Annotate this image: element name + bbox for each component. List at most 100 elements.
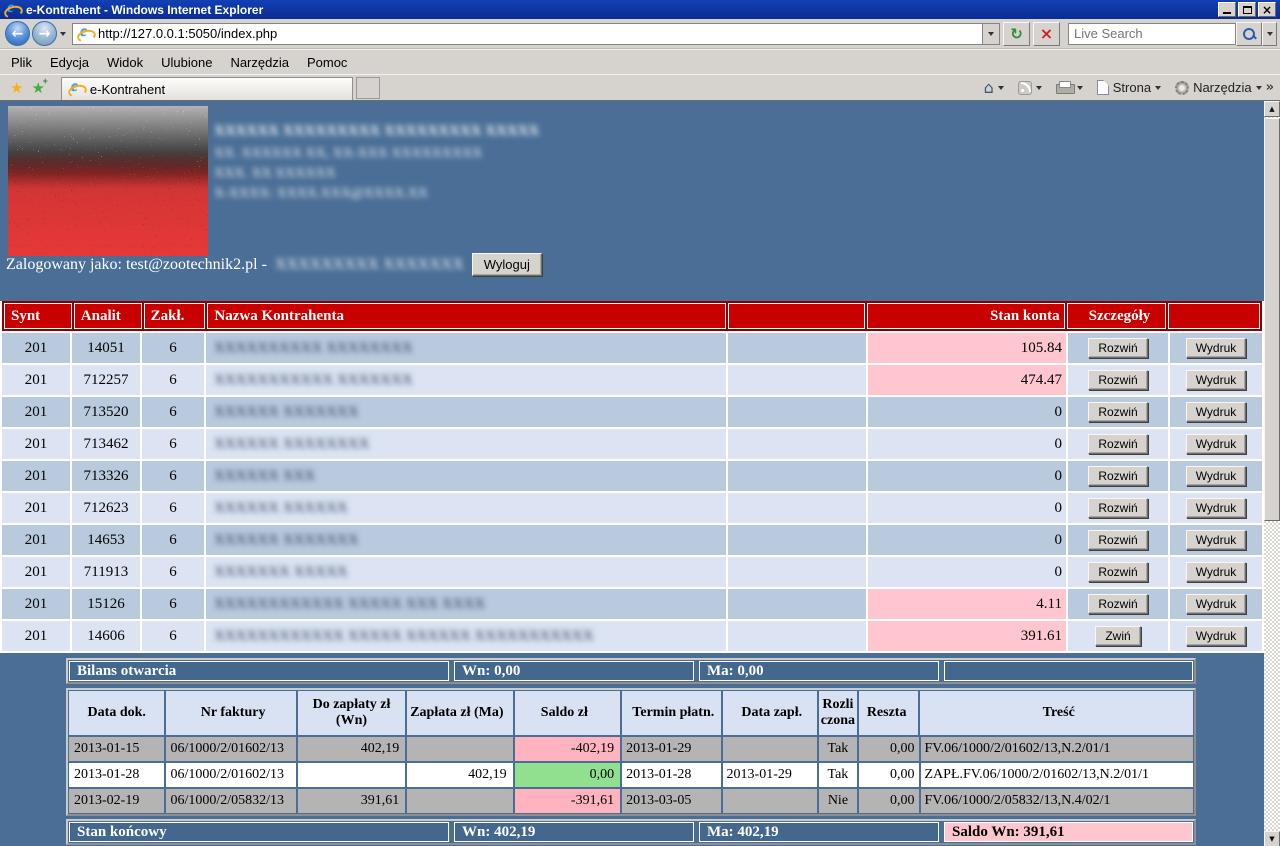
- saldo-cell: -391,61: [514, 789, 621, 813]
- narzedzia-dropdown-icon[interactable]: [1255, 85, 1262, 90]
- print-button[interactable]: Wydruk: [1185, 498, 1247, 518]
- menu-pomoc[interactable]: Pomoc: [306, 54, 348, 70]
- address-bar: [72, 22, 983, 45]
- opening-balance-bar: Bilans otwarcia Wn: 0,00 Ma: 0,00: [66, 658, 1196, 684]
- expand-details-button[interactable]: Rozwiń: [1088, 594, 1148, 614]
- remainder-cell: 0,00: [858, 789, 919, 813]
- print-cell: Wydruk: [1170, 557, 1262, 587]
- expand-details-button[interactable]: Rozwiń: [1088, 434, 1148, 454]
- invoice-row: 2013-02-19 06/1000/2/05832/13 391,61 -39…: [69, 789, 1193, 813]
- narzedzia-menu[interactable]: Narzędzia: [1193, 80, 1252, 95]
- analit-cell: 713520: [72, 397, 140, 427]
- strona-menu[interactable]: Strona: [1112, 80, 1152, 95]
- header-data-zapl: Data zapł.: [722, 691, 818, 735]
- print-button[interactable]: Wydruk: [1185, 434, 1247, 454]
- vertical-scrollbar[interactable]: ▲ ▼: [1264, 101, 1280, 846]
- feeds-dropdown-icon[interactable]: [1035, 85, 1042, 90]
- address-dropdown-button[interactable]: [983, 22, 1000, 45]
- minimize-button[interactable]: [1218, 2, 1236, 17]
- print-button[interactable]: Wydruk: [1185, 338, 1247, 358]
- search-options-dropdown[interactable]: [1262, 21, 1277, 46]
- expand-details-button[interactable]: Rozwiń: [1088, 498, 1148, 518]
- scroll-up-button[interactable]: ▲: [1264, 101, 1280, 117]
- synt-cell: 201: [2, 621, 70, 651]
- account-balance-cell: 0: [868, 397, 1066, 427]
- page-icon[interactable]: [1096, 80, 1109, 95]
- menu-narzedzia[interactable]: Narzędzia: [230, 54, 289, 70]
- closing-balance-label: Stan końcowy: [69, 822, 449, 842]
- zakl-cell: 6: [142, 397, 204, 427]
- home-dropdown-icon[interactable]: [997, 85, 1004, 90]
- payment-date-cell: 2013-01-29: [722, 763, 818, 787]
- company-line: XXXXXX XXXXXXXXX XXXXXXXXX XXXXX: [214, 123, 540, 139]
- print-button[interactable]: Wydruk: [1185, 562, 1247, 582]
- home-icon[interactable]: ⌂: [983, 77, 994, 97]
- tab-e-kontrahent[interactable]: e-Kontrahent: [60, 76, 353, 101]
- strona-dropdown-icon[interactable]: [1155, 85, 1162, 90]
- new-tab-button[interactable]: [355, 76, 380, 99]
- expand-details-button[interactable]: Rozwiń: [1088, 370, 1148, 390]
- menu-edycja[interactable]: Edycja: [49, 54, 89, 70]
- search-button[interactable]: [1236, 21, 1262, 46]
- saldo-cell: -402,19: [514, 737, 621, 761]
- analit-cell: 712623: [72, 493, 140, 523]
- closing-balance-bar: Stan końcowy Wn: 402,19 Ma: 402,19 Saldo…: [66, 819, 1196, 845]
- add-favorite-icon[interactable]: ★: [31, 76, 48, 97]
- print-button[interactable]: Wydruk: [1185, 402, 1247, 422]
- menu-plik[interactable]: Plik: [11, 54, 32, 70]
- header-synt: Synt: [4, 303, 72, 329]
- expand-details-button[interactable]: Rozwiń: [1088, 530, 1148, 550]
- print-button[interactable]: Wydruk: [1185, 626, 1247, 646]
- logout-button[interactable]: Wyloguj: [471, 253, 542, 276]
- payment-cell: [407, 737, 513, 761]
- expand-details-button[interactable]: Zwiń: [1095, 626, 1141, 646]
- address-input[interactable]: [98, 26, 978, 41]
- zakl-cell: 6: [142, 621, 204, 651]
- gear-icon[interactable]: [1175, 80, 1190, 95]
- expand-details-button[interactable]: Rozwiń: [1088, 562, 1148, 582]
- header-zakl: Zakł.: [143, 303, 206, 329]
- account-balance-cell: 4.11: [868, 589, 1066, 619]
- contractor-name-redacted: XXXXXXXXXXX XXXXXXX: [214, 371, 413, 388]
- print-button[interactable]: Wydruk: [1185, 594, 1247, 614]
- print-dropdown-icon[interactable]: [1076, 85, 1083, 90]
- scroll-down-button[interactable]: ▼: [1264, 831, 1280, 846]
- contractor-name-redacted: XXXXXX XXXXXXXX: [214, 435, 370, 452]
- table-row: 201 14653 6 XXXXXX XXXXXXX 0 Rozwiń Wydr…: [2, 525, 1262, 555]
- opening-empty-section: [944, 661, 1193, 681]
- print-icon[interactable]: [1055, 80, 1075, 95]
- amount-due-cell: 391,61: [297, 789, 406, 813]
- forward-button[interactable]: →: [32, 21, 57, 46]
- restore-button[interactable]: [1238, 2, 1256, 17]
- menu-widok[interactable]: Widok: [106, 54, 144, 70]
- search-input[interactable]: [1074, 26, 1230, 41]
- description-cell: FV.06/1000/2/01602/13,N.2/01/1: [920, 737, 1193, 761]
- menu-ulubione[interactable]: Ulubione: [161, 54, 213, 70]
- amount-due-cell: 402,19: [297, 737, 406, 761]
- account-balance-cell: 391.61: [868, 621, 1066, 651]
- settled-cell: Tak: [819, 737, 857, 761]
- back-button[interactable]: ←: [5, 21, 30, 46]
- recent-pages-dropdown[interactable]: [57, 22, 69, 46]
- due-date-cell: 2013-01-29: [622, 737, 721, 761]
- close-button[interactable]: ×: [1258, 2, 1276, 17]
- stop-button[interactable]: ×: [1033, 21, 1060, 46]
- contractor-name-cell: XXXXXX XXXXXXX: [206, 397, 726, 427]
- expand-details-button[interactable]: Rozwiń: [1088, 338, 1148, 358]
- favorites-star-icon[interactable]: ★: [10, 78, 24, 97]
- login-status-row: Zalogowany jako: test@zootechnik2.pl - X…: [6, 253, 542, 276]
- details-cell: Rozwiń: [1068, 557, 1168, 587]
- feeds-icon[interactable]: [1017, 80, 1032, 95]
- expand-details-button[interactable]: Rozwiń: [1088, 466, 1148, 486]
- empty-cell: [728, 429, 866, 459]
- contractor-name-cell: XXXXXXXXXXX XXXXXXX: [206, 365, 726, 395]
- print-button[interactable]: Wydruk: [1185, 466, 1247, 486]
- analit-cell: 14653: [72, 525, 140, 555]
- print-button[interactable]: Wydruk: [1185, 530, 1247, 550]
- toolbar-overflow-button[interactable]: »: [1265, 80, 1274, 95]
- refresh-button[interactable]: ↻: [1003, 21, 1030, 46]
- scrollbar-thumb[interactable]: [1264, 118, 1280, 521]
- expand-details-button[interactable]: Rozwiń: [1088, 402, 1148, 422]
- print-button[interactable]: Wydruk: [1185, 370, 1247, 390]
- header-nazwa-kontrahenta: Nazwa Kontrahenta: [207, 303, 726, 329]
